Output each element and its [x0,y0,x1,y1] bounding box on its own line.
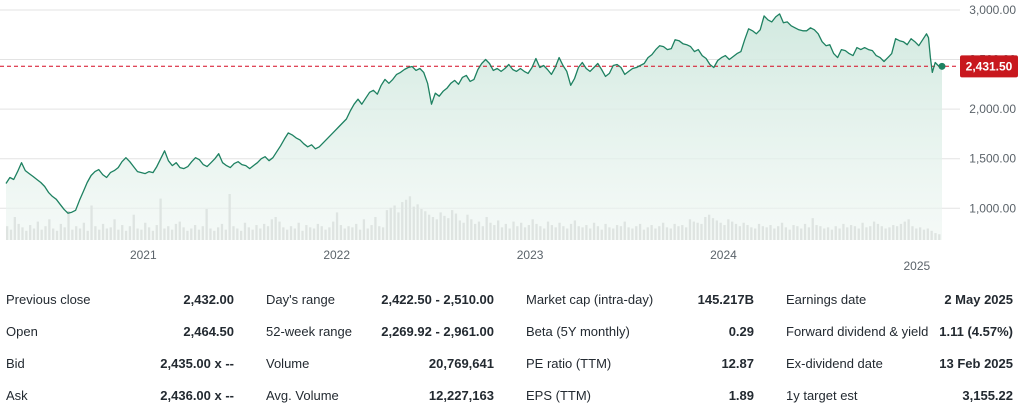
stat-value: 12.87 [721,355,754,371]
stat-value: 1.11 (4.57%) [939,323,1013,339]
stat-value: 13 Feb 2025 [939,355,1013,371]
stat-row: Ask 2,436.00 x -- [0,379,260,411]
stat-label: Beta (5Y monthly) [526,323,630,339]
stat-label: Previous close [6,291,91,307]
stat-label: PE ratio (TTM) [526,355,612,371]
stat-value: 2,432.00 [183,291,234,307]
stat-row: Market cap (intra-day) 145.217B [520,283,780,315]
stat-row: Volume 20,769,641 [260,347,520,379]
stat-value: 0.29 [728,323,754,339]
price-line [5,13,943,214]
x-tick-label: 2023 [517,248,544,262]
stat-label: Avg. Volume [266,387,339,403]
stat-value: 2,436.00 x -- [160,387,234,403]
y-axis-ticks: 3,000.002,500.002,000.001,500.001,000.00 [969,3,1016,215]
stat-label: Market cap (intra-day) [526,291,654,307]
stat-row: Day's range 2,422.50 - 2,510.00 [260,283,520,315]
y-tick-label: 1,500.00 [969,152,1016,166]
stat-row: EPS (TTM) 1.89 [520,379,780,411]
stat-value: 2,464.50 [183,323,234,339]
stat-label: Bid [6,355,25,371]
stat-label: Forward dividend & yield [786,323,929,339]
stat-row: 52-week range 2,269.92 - 2,961.00 [260,315,520,347]
stat-label: Volume [266,355,310,371]
last-price-tag: 2,431.50 [960,55,1018,78]
stat-label: 1y target est [786,387,858,403]
chart-svg: 3,000.002,500.002,000.001,500.001,000.00… [0,3,1018,273]
x-tick-label: 2021 [130,248,157,262]
stat-row: Ex-dividend date 13 Feb 2025 [780,347,1024,379]
stat-row: Bid 2,435.00 x -- [0,347,260,379]
stat-label: Day's range [266,291,335,307]
stat-row: Forward dividend & yield 1.11 (4.57%) [780,315,1024,347]
x-tick-label: 2025 [904,259,931,273]
stat-label: Earnings date [786,291,867,307]
stat-row: Open 2,464.50 [0,315,260,347]
stat-label: Open [6,323,38,339]
quote-statistics: Previous close 2,432.00 Open 2,464.50 Bid 2,4… [0,283,1024,411]
stat-value: 12,227,163 [428,387,494,403]
stat-row: Previous close 2,432.00 [0,283,260,315]
stats-column: Earnings date 2 May 2025 Forward dividend … [780,283,1024,411]
y-tick-label: 2,000.00 [969,102,1016,116]
x-axis-ticks: 2021 2022 2023 2024 2025 [130,248,931,273]
x-tick-label: 2022 [323,248,350,262]
stats-column: Previous close 2,432.00 Open 2,464.50 Bid 2,4… [0,283,260,411]
stat-value: 20,769,641 [428,355,494,371]
x-tick-label: 2024 [710,248,737,262]
price-chart[interactable]: 3,000.002,500.002,000.001,500.001,000.00… [0,0,1024,280]
stat-row: 1y target est 3,155.22 [780,379,1024,411]
stat-row: PE ratio (TTM) 12.87 [520,347,780,379]
stats-column: Day's range 2,422.50 - 2,510.00 52-week ra… [260,283,520,411]
last-price-label: 2,431.50 [966,59,1013,73]
stat-row: Beta (5Y monthly) 0.29 [520,315,780,347]
stat-value: 1.89 [728,387,754,403]
last-price-marker [938,62,946,70]
stat-value: 145.217B [697,291,754,307]
stat-label: Ask [6,387,28,403]
stat-row: Earnings date 2 May 2025 [780,283,1024,315]
stat-value: 2,435.00 x -- [160,355,234,371]
stat-value: 3,155.22 [962,387,1013,403]
stats-column: Market cap (intra-day) 145.217B Beta (5Y m… [520,283,780,411]
stat-label: Ex-dividend date [786,355,883,371]
stat-value: 2,269.92 - 2,961.00 [381,323,494,339]
stat-label: EPS (TTM) [526,387,591,403]
price-area [6,13,942,241]
stat-value: 2 May 2025 [944,291,1013,307]
y-tick-label: 1,000.00 [969,201,1016,215]
stat-label: 52-week range [266,323,352,339]
stat-value: 2,422.50 - 2,510.00 [381,291,494,307]
stat-row: Avg. Volume 12,227,163 [260,379,520,411]
y-tick-label: 3,000.00 [969,3,1016,17]
